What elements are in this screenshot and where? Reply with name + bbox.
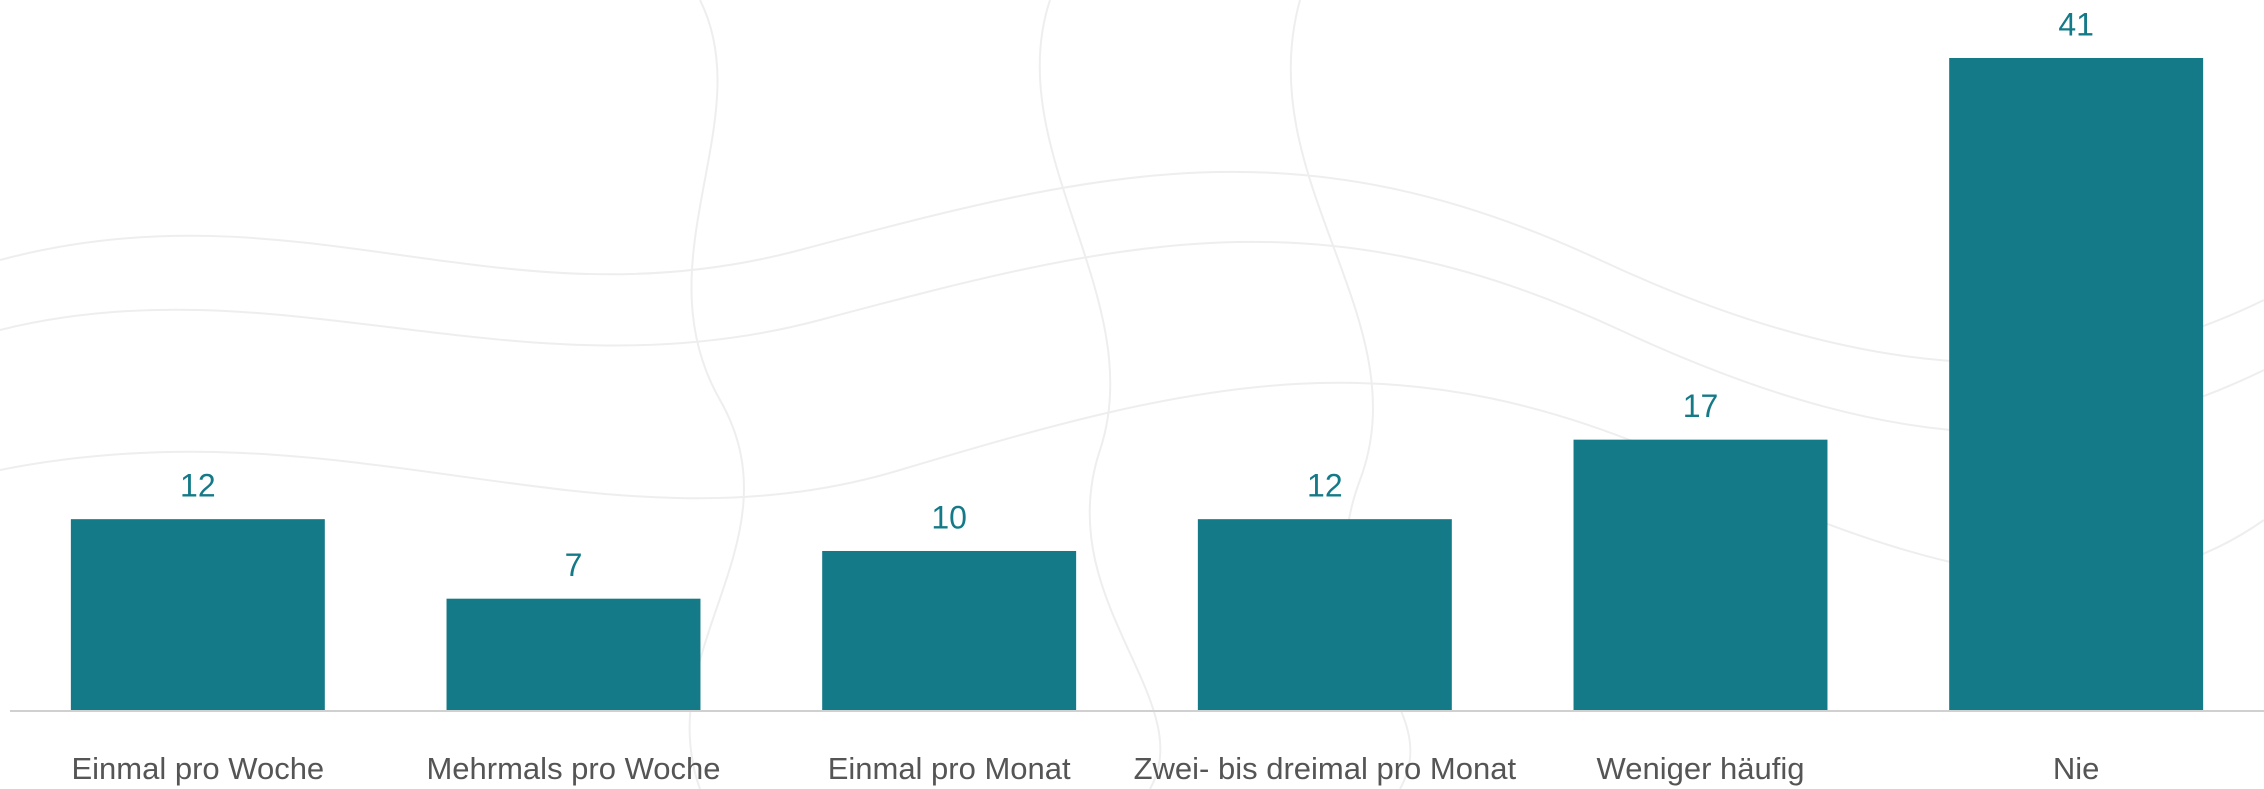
value-label: 12 [1307, 468, 1343, 504]
value-label: 12 [180, 468, 216, 504]
x-tick-label: Mehrmals pro Woche [426, 751, 720, 786]
bar [446, 598, 701, 710]
x-tick-label: Nie [2053, 751, 2100, 786]
bar [1573, 439, 1828, 710]
value-label: 17 [1683, 388, 1719, 424]
value-label: 7 [565, 547, 583, 583]
x-tick-label: Einmal pro Monat [828, 751, 1071, 786]
value-label: 41 [2058, 6, 2094, 42]
x-tick-label: Weniger häufig [1597, 751, 1805, 786]
bar [822, 550, 1077, 710]
bar [1197, 519, 1452, 710]
value-label: 10 [931, 499, 967, 535]
bar [70, 519, 325, 710]
x-tick-label: Zwei- bis dreimal pro Monat [1134, 751, 1517, 786]
bar [1949, 58, 2204, 710]
x-tick-label: Einmal pro Woche [71, 751, 324, 786]
